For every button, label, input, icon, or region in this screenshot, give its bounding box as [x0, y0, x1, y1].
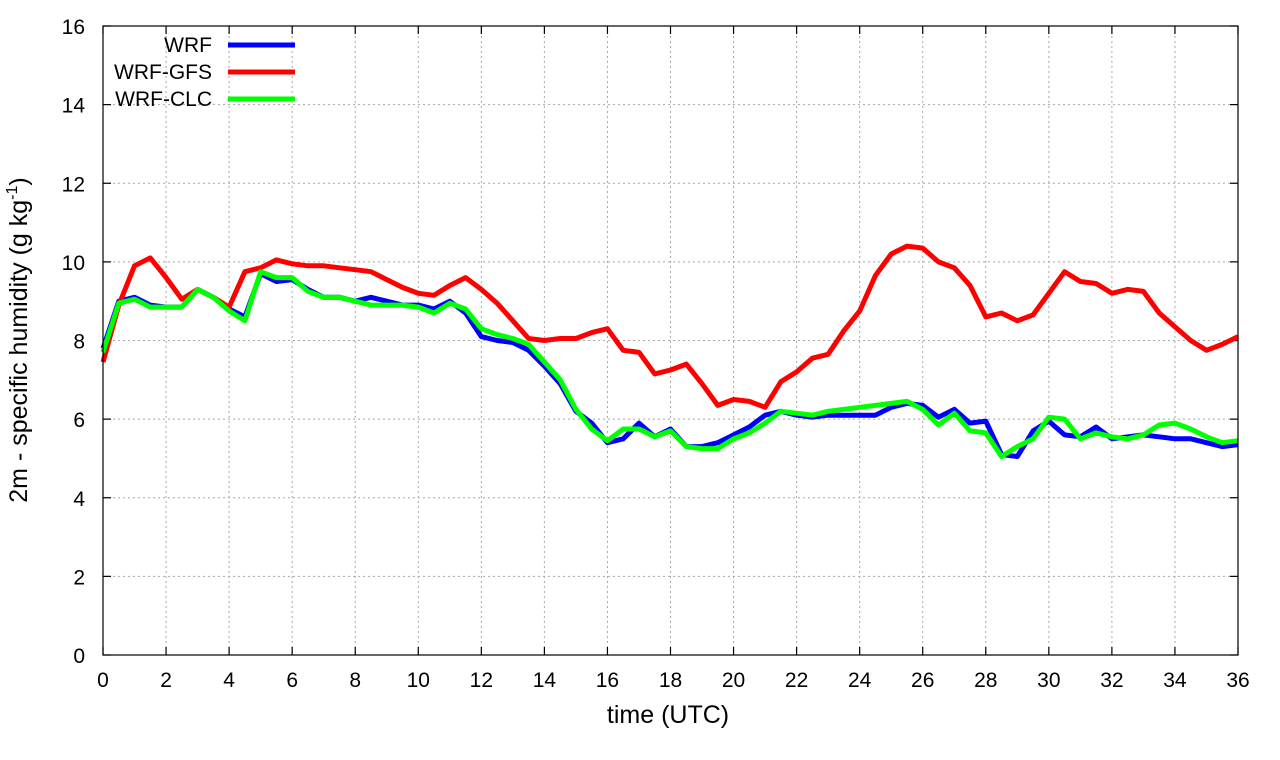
y-tick-label: 12: [62, 173, 85, 196]
axis-ticks: 0 2 4 6 8 10 12 14 16 18 20 22 24 26 28 30 32 34 360246810…: [62, 16, 1250, 692]
y-axis-title-main: 2m - specific humidity (g kg: [5, 200, 33, 503]
x-tick-label: 24: [848, 669, 872, 692]
x-tick-label: 6: [286, 669, 298, 692]
y-tick-label: 6: [73, 409, 85, 432]
x-tick-label: 18: [659, 669, 682, 692]
x-tick-label: 32: [1100, 669, 1123, 692]
x-tick-label: 16: [596, 669, 619, 692]
series-line-wrf-gfs: [100, 243, 1240, 410]
x-tick-label: 22: [785, 669, 808, 692]
y-tick-label: 4: [73, 488, 85, 511]
y-tick-label: 14: [62, 95, 86, 118]
x-tick-label: 8: [349, 669, 361, 692]
y-axis-title-close: ): [5, 177, 33, 185]
plot-frame: [102, 25, 1239, 656]
x-tick-label: 34: [1163, 669, 1187, 692]
y-tick-label: 2: [73, 566, 85, 589]
x-tick-label: 10: [407, 669, 430, 692]
y-axis-title: 2m - specific humidity (g kg-1): [4, 177, 33, 502]
x-tick-label: 12: [470, 669, 493, 692]
x-tick-label: 26: [911, 669, 934, 692]
x-tick-label: 36: [1226, 669, 1249, 692]
y-axis-title-superscript: -1: [4, 186, 21, 200]
legend: WRF WRF-GFS WRF-CLC: [114, 34, 295, 111]
legend-label: WRF-CLC: [115, 88, 212, 111]
grid-lines: [103, 26, 1238, 655]
series-lines: [100, 243, 1240, 459]
series-line-wrf-clc: [100, 269, 1239, 459]
legend-label: WRF: [164, 34, 212, 57]
x-tick-label: 0: [97, 669, 109, 692]
x-tick-label: 14: [533, 669, 557, 692]
y-tick-label: 0: [73, 645, 85, 668]
y-tick-label: 8: [73, 331, 85, 354]
y-tick-label: 10: [62, 252, 85, 275]
y-tick-label: 16: [62, 16, 85, 39]
x-tick-label: 4: [223, 669, 235, 692]
x-tick-label: 28: [974, 669, 997, 692]
x-tick-label: 30: [1037, 669, 1060, 692]
x-tick-label: 20: [722, 669, 745, 692]
x-axis-title: time (UTC): [607, 701, 729, 729]
legend-label: WRF-GFS: [114, 61, 212, 84]
x-tick-label: 2: [160, 669, 172, 692]
